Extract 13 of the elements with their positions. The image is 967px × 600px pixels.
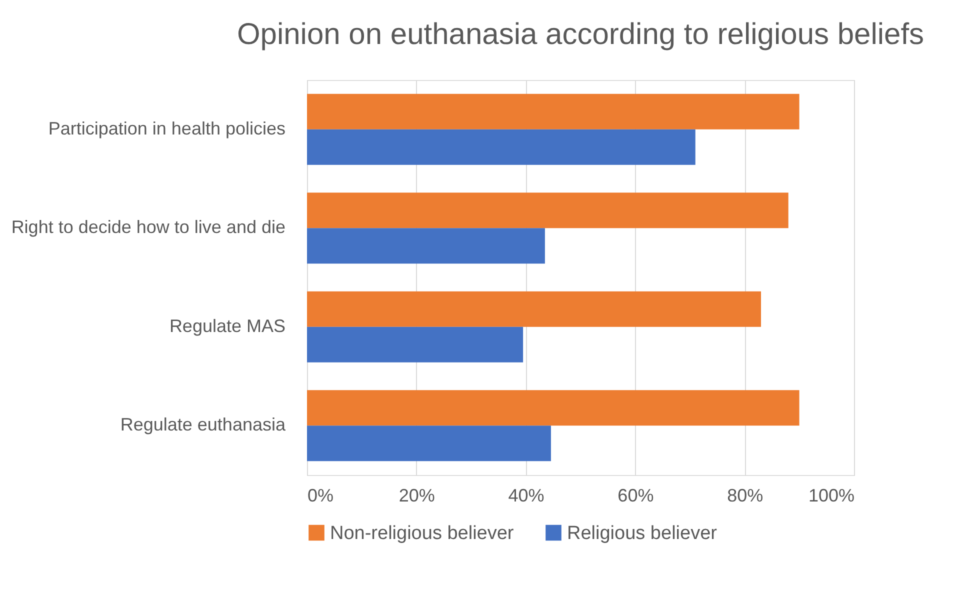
x-tick-label: 40% (508, 486, 544, 506)
x-tick-label: 60% (618, 486, 654, 506)
x-tick-label: 100% (808, 486, 854, 506)
legend-label: Religious believer (567, 522, 718, 544)
y-tick-label: Right to decide how to live and die (11, 217, 286, 238)
chart-title: Opinion on euthanasia according to religious beliefs (236, 18, 924, 51)
x-tick-label: 20% (398, 486, 435, 506)
y-tick-label: Regulate MAS (169, 316, 286, 336)
x-tick-label: 80% (727, 486, 764, 506)
legend-label: Non-religious believer (330, 522, 514, 544)
y-tick-label: Participation in health policies (48, 118, 286, 138)
x-tick-label: 0% (308, 486, 334, 506)
y-tick-label: Regulate euthanasia (120, 414, 286, 435)
